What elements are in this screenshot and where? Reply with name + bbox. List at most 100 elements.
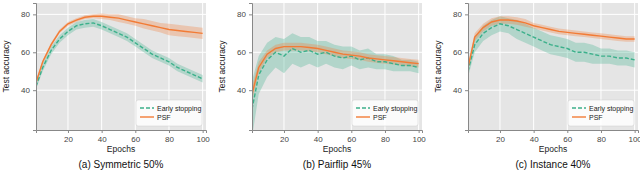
grid-line [468,14,638,15]
tick-label: 80 [237,10,246,19]
tick: 80 [237,10,252,19]
tick-label: 60 [237,48,246,57]
tick: 60 [131,130,140,144]
tick-label: 20 [496,135,505,144]
tick-label: 20 [280,135,289,144]
x-axis-title: Epochs [323,144,351,154]
tick-label: 80 [453,10,462,19]
tick-label: 40 [453,86,462,95]
tick: 40 [98,130,107,144]
error-band [468,16,635,77]
tick: 40 [21,86,36,95]
plot-area [36,13,203,89]
tick-label: 80 [597,135,606,144]
axis-line [37,131,207,134]
legend-swatch [356,116,370,117]
tick: 40 [453,86,468,95]
tick: 20 [496,130,505,144]
plot-area [252,33,419,130]
grid-line [567,3,568,130]
error-band [252,43,419,102]
series-line [468,20,635,67]
legend-label: PSF [589,114,603,121]
series-line [36,23,203,87]
plot-background [36,3,206,130]
legend-swatch [572,116,586,117]
y-axis-title: Test accuracy [433,40,443,93]
tick: 100 [196,130,210,144]
series-line [36,16,203,82]
tick-mark [567,130,568,133]
x-axis: 20 40 60 80 100 [253,130,427,144]
tick-label: 40 [237,86,246,95]
legend-label: Early stopping [157,105,201,113]
tick-label: 60 [563,135,572,144]
y-axis-title: Test accuracy [1,40,11,93]
y-axis: 40 60 80 [453,4,468,131]
series-line [252,47,419,94]
tick-mark [169,130,170,133]
tick-mark [318,130,319,133]
tick: 20 [64,130,73,144]
grid-line [36,90,206,91]
tick-mark [385,130,386,133]
axis-line [249,4,253,131]
tick-label: 60 [21,48,30,57]
plot-background [468,3,638,130]
axis-line [465,4,469,131]
tick-label: 60 [347,135,356,144]
grid-line [533,3,534,130]
tick-mark [249,90,252,91]
tick: 80 [453,10,468,19]
tick-label: 100 [196,135,210,144]
tick-label: 100 [412,135,426,144]
figure: 20406080100406080EpochsTest accuracy(a) … [0,0,640,174]
tick-mark [465,52,468,53]
x-axis-title: Epochs [107,144,135,154]
tick-mark [465,14,468,15]
tick-mark [102,130,103,133]
tick-label: 40 [21,86,30,95]
tick-label: 40 [530,135,539,144]
legend-swatch [140,116,154,117]
tick-label: 80 [381,135,390,144]
legend-label: Early stopping [589,105,633,113]
tick: 60 [563,130,572,144]
legend: Early stoppingPSF [136,100,202,126]
chart-title: (b) Pairflip 45% [303,159,371,170]
legend-label: PSF [373,114,387,121]
tick-label: 100 [628,135,640,144]
error-band [36,13,203,84]
tick-mark [419,130,420,133]
tick-mark [33,52,36,53]
tick-mark [284,130,285,133]
axis-line [33,4,37,131]
tick-label: 80 [21,10,30,19]
tick-mark [135,130,136,133]
tick-mark [203,130,204,133]
tick: 60 [453,48,468,57]
tick-mark [635,130,636,133]
tick: 60 [237,48,252,57]
tick-label: 60 [131,135,140,144]
tick-mark [33,14,36,15]
legend: Early stoppingPSF [568,100,634,126]
tick: 40 [314,130,323,144]
y-axis-title: Test accuracy [217,40,227,93]
grid-line [252,14,422,15]
tick: 60 [347,130,356,144]
tick-mark [249,52,252,53]
y-axis: 40 60 80 [21,4,36,131]
legend-box [352,100,418,126]
grid-line [351,3,352,130]
tick: 40 [237,86,252,95]
grid [36,3,206,130]
legend-label: PSF [157,114,171,121]
tick: 80 [597,130,606,144]
legend-box [136,100,202,126]
x-axis: 20 40 60 80 100 [469,130,640,144]
tick-label: 20 [64,135,73,144]
tick: 80 [165,130,174,144]
tick: 60 [21,48,36,57]
tick: 20 [280,130,289,144]
